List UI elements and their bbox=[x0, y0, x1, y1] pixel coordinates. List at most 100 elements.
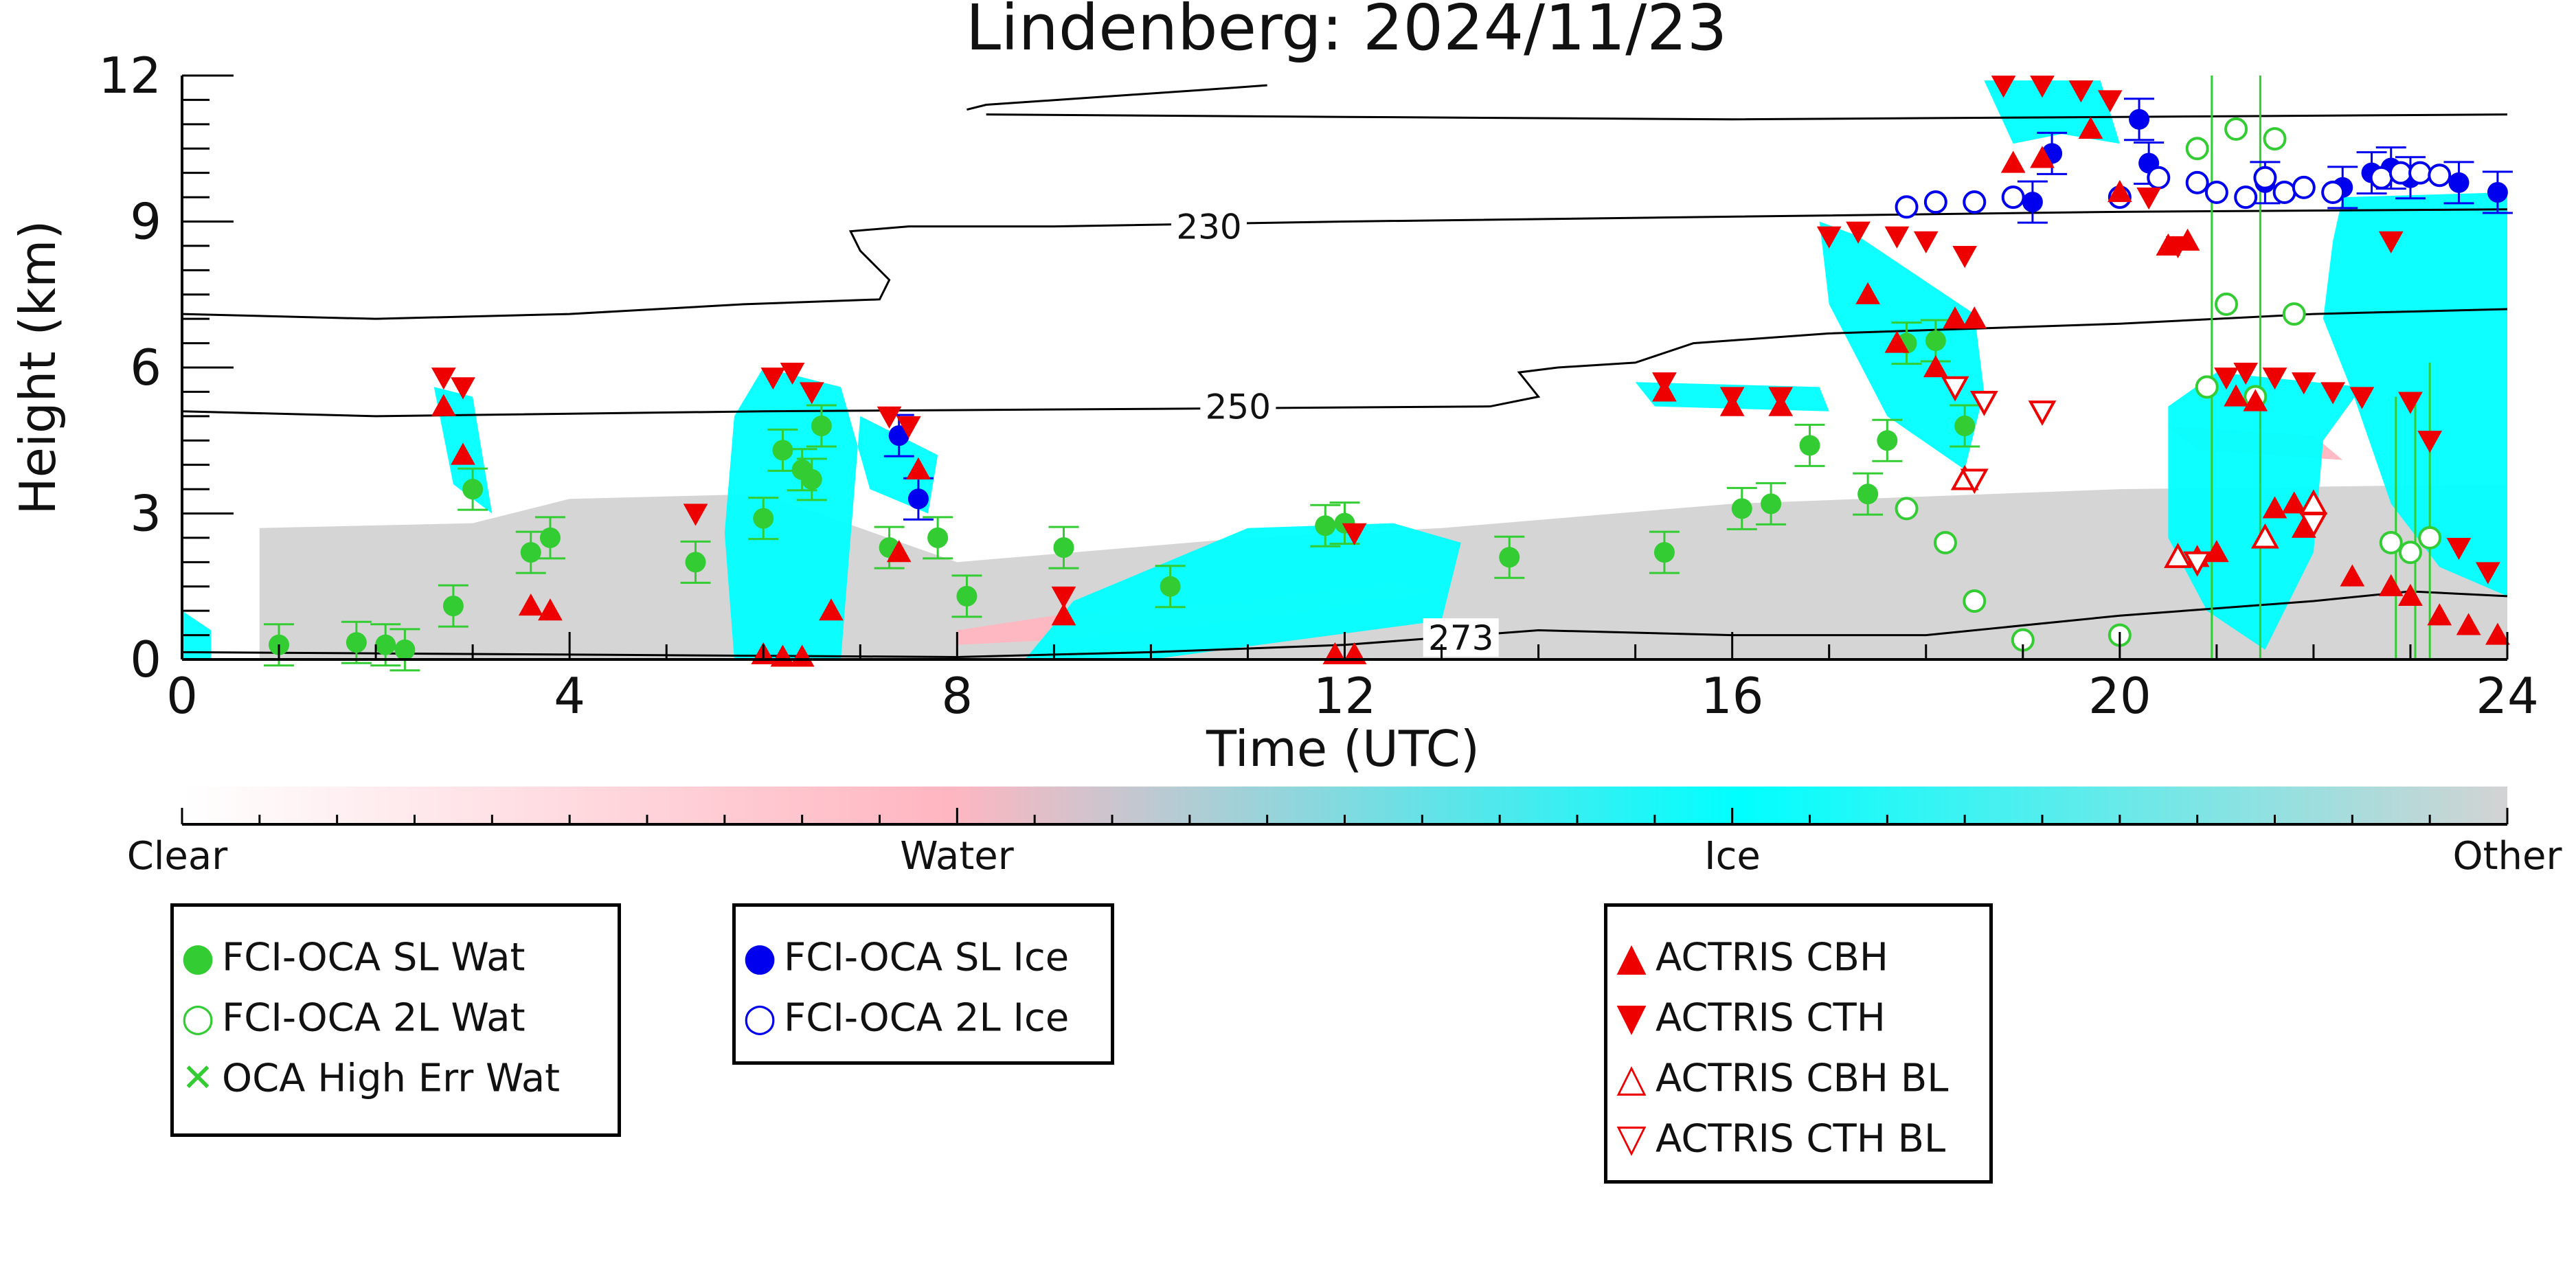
triangle-down-icon: ▼ bbox=[1616, 995, 1647, 1041]
legend-label: FCI-OCA 2L Ice bbox=[784, 995, 1070, 1041]
data-point bbox=[2398, 583, 2423, 607]
data-point bbox=[394, 639, 416, 660]
open-circle-icon: ○ bbox=[181, 995, 215, 1041]
data-point bbox=[2204, 181, 2228, 204]
data-point bbox=[927, 527, 949, 548]
colorbar-label-clear: Clear bbox=[127, 834, 228, 879]
data-point bbox=[1653, 542, 1675, 563]
data-point bbox=[2107, 179, 2132, 203]
contour-label: 250 bbox=[1206, 387, 1271, 427]
data-point bbox=[2378, 231, 2404, 253]
filled-circle-icon: ● bbox=[181, 935, 215, 980]
data-point bbox=[2263, 127, 2287, 151]
data-point bbox=[2214, 368, 2239, 390]
data-point bbox=[2485, 622, 2510, 645]
triangle-up-icon: ▲ bbox=[1616, 935, 1647, 980]
data-point bbox=[1652, 372, 1677, 395]
contour-label: 273 bbox=[1428, 618, 1493, 658]
data-point bbox=[780, 362, 805, 385]
data-point bbox=[1941, 376, 1969, 402]
legend-item-actris-cth-bl: ▽ ACTRIS CTH BL bbox=[1607, 1114, 1945, 1161]
data-point bbox=[2349, 387, 2375, 409]
data-point bbox=[2388, 161, 2413, 185]
data-point bbox=[442, 596, 464, 617]
data-point bbox=[896, 416, 921, 439]
data-point bbox=[877, 406, 902, 429]
data-point bbox=[1884, 330, 1910, 353]
data-point bbox=[1342, 523, 1367, 545]
legend-item-high-err-wat: ✕ OCA High Err Wat bbox=[174, 1054, 561, 1101]
data-point bbox=[1768, 387, 1794, 409]
y-tick-label: 9 bbox=[130, 193, 161, 251]
data-point bbox=[2378, 574, 2404, 596]
data-point bbox=[799, 382, 824, 405]
data-point bbox=[1952, 245, 1978, 269]
open-triangle-down-icon: ▽ bbox=[1616, 1116, 1647, 1162]
data-point bbox=[907, 488, 929, 510]
data-point bbox=[1923, 190, 1947, 214]
data-point bbox=[375, 634, 396, 655]
legend-label: ACTRIS CTH BL bbox=[1656, 1116, 1946, 1162]
data-point bbox=[2030, 76, 2055, 98]
data-point bbox=[518, 594, 543, 616]
data-point bbox=[1991, 76, 2016, 98]
data-point bbox=[2340, 564, 2365, 587]
x-tick-label: 20 bbox=[2088, 667, 2151, 725]
data-point bbox=[2379, 531, 2403, 554]
legend-label: OCA High Err Wat bbox=[222, 1056, 561, 1101]
legend-item-2l-ice: ○ FCI-OCA 2L Ice bbox=[736, 993, 1070, 1041]
data-point bbox=[2183, 551, 2212, 577]
axes: 0 4 8 12 16 20 24 0 3 6 9 12 bbox=[98, 47, 2538, 725]
chart-title: Lindenberg: 2024/11/23 bbox=[966, 0, 1728, 65]
data-point bbox=[2475, 562, 2500, 585]
open-triangle-up-icon: △ bbox=[1616, 1056, 1647, 1101]
series-actris-cth bbox=[431, 76, 2500, 609]
data-point bbox=[2097, 90, 2123, 113]
data-point bbox=[760, 368, 786, 390]
data-point bbox=[1719, 387, 1745, 409]
legend-item-actris-cbh-bl: △ ACTRIS CBH BL bbox=[1607, 1054, 1948, 1100]
data-point bbox=[2320, 382, 2345, 405]
data-point bbox=[2262, 496, 2287, 519]
data-point bbox=[2456, 613, 2481, 635]
data-point bbox=[2233, 362, 2259, 385]
series-fci-oca-sl-wat bbox=[264, 319, 1980, 672]
data-point bbox=[2185, 170, 2209, 194]
data-point bbox=[1933, 531, 1957, 554]
colorbar-label-other: Other bbox=[2452, 834, 2562, 879]
data-point bbox=[811, 416, 832, 436]
phase-region bbox=[2168, 372, 2362, 650]
data-point bbox=[2001, 185, 2025, 210]
data-point bbox=[1731, 498, 1752, 519]
data-point bbox=[1895, 497, 1919, 521]
legend-item-actris-cbh: ▲ ACTRIS CBH bbox=[1607, 933, 1888, 980]
data-point bbox=[2078, 116, 2103, 139]
data-point bbox=[2068, 80, 2094, 103]
legend-item-sl-wat: ● FCI-OCA SL Wat bbox=[174, 933, 526, 980]
contour-line bbox=[181, 308, 2508, 418]
data-point bbox=[2369, 166, 2393, 190]
data-point bbox=[1761, 493, 1782, 515]
data-point bbox=[2428, 163, 2452, 188]
legend-ice: ● FCI-OCA SL Ice ○ FCI-OCA 2L Ice bbox=[732, 903, 1114, 1065]
x-tick-label: 24 bbox=[2476, 667, 2539, 725]
data-point bbox=[2224, 384, 2248, 407]
data-point bbox=[2321, 181, 2345, 204]
data-point bbox=[683, 504, 708, 526]
data-point bbox=[2136, 187, 2161, 210]
data-point bbox=[431, 394, 456, 416]
legend-label: FCI-OCA 2L Wat bbox=[222, 995, 526, 1041]
data-point bbox=[770, 644, 795, 667]
data-point bbox=[956, 585, 978, 607]
data-point bbox=[1895, 195, 1919, 219]
data-point bbox=[2185, 137, 2209, 161]
legend-water: ● FCI-OCA SL Wat ○ FCI-OCA 2L Wat ✕ OCA Hig… bbox=[170, 903, 621, 1137]
x-mark-icon: ✕ bbox=[181, 1056, 214, 1101]
x-axis-label: Time (UTC) bbox=[1206, 720, 1480, 778]
x-tick-label: 12 bbox=[1313, 667, 1377, 725]
data-point bbox=[2000, 150, 2026, 173]
data-point bbox=[801, 468, 822, 490]
data-point bbox=[2446, 537, 2472, 561]
data-point bbox=[1943, 306, 1967, 329]
